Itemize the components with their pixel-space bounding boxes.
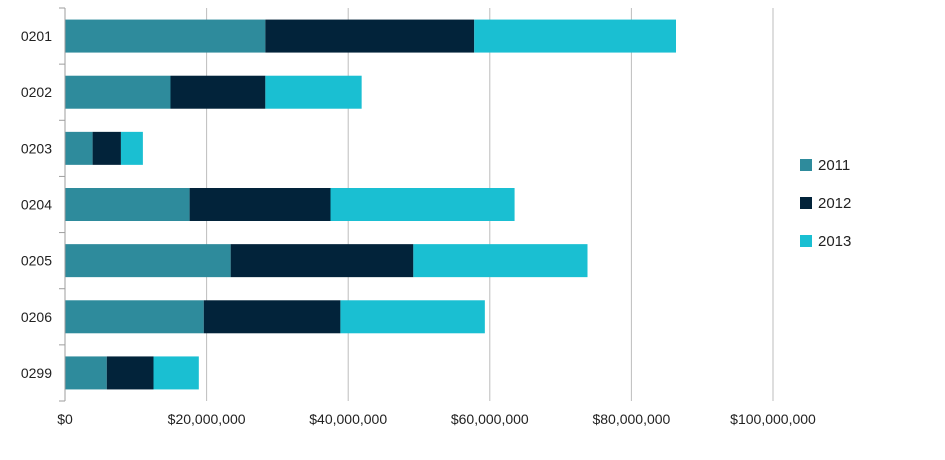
axes: $0 $20,000,000 $40,000,000 $60,000,000 $80,0… xyxy=(21,7,816,427)
bar-0202-2011 xyxy=(65,75,171,109)
bars xyxy=(65,19,677,390)
legend: 2011 2012 2013 xyxy=(800,157,851,250)
legend-label-2011: 2011 xyxy=(818,157,850,174)
legend-label-2013: 2013 xyxy=(818,233,851,250)
bar-0205-2011 xyxy=(65,244,231,278)
x-tick-label: $0 xyxy=(57,411,73,427)
bar-0206-2011 xyxy=(65,300,204,334)
bar-0204-2013 xyxy=(330,188,515,221)
bar-0206-2013 xyxy=(340,300,485,334)
bar-0201-2013 xyxy=(474,19,677,53)
x-tick-label: $80,000,000 xyxy=(592,411,670,427)
bar-0206-2012 xyxy=(203,300,341,334)
legend-swatch-2011 xyxy=(800,159,812,171)
legend-swatch-2013 xyxy=(800,235,812,247)
bar-0204-2011 xyxy=(65,188,190,221)
y-tick-label: 0206 xyxy=(21,309,52,325)
bar-0203-2013 xyxy=(120,131,143,165)
bar-0201-2012 xyxy=(265,19,475,53)
bar-0204-2012 xyxy=(189,188,331,221)
bar-0203-2011 xyxy=(65,131,93,165)
bar-0203-2012 xyxy=(92,131,121,165)
legend-label-2012: 2012 xyxy=(818,195,851,212)
y-tick-label: 0202 xyxy=(21,84,52,100)
bar-0202-2013 xyxy=(265,75,362,109)
x-tick-label: $40,000,000 xyxy=(309,411,387,427)
y-tick-label: 0203 xyxy=(21,140,52,156)
y-tick-label: 0201 xyxy=(21,28,52,44)
x-tick-label: $100,000,000 xyxy=(730,411,816,427)
bar-0205-2013 xyxy=(413,244,588,278)
y-tick-label: 0205 xyxy=(21,253,52,269)
legend-swatch-2012 xyxy=(800,197,812,209)
bar-0299-2011 xyxy=(65,356,107,390)
y-tick-label: 0204 xyxy=(21,197,52,213)
bar-0299-2013 xyxy=(153,356,199,390)
bar-0202-2012 xyxy=(170,75,266,109)
bar-0299-2012 xyxy=(106,356,154,390)
x-tick-label: $20,000,000 xyxy=(168,411,246,427)
bar-0201-2011 xyxy=(65,19,266,53)
y-tick-label: 0299 xyxy=(21,365,52,381)
bar-0205-2012 xyxy=(230,244,414,278)
x-tick-label: $60,000,000 xyxy=(451,411,529,427)
